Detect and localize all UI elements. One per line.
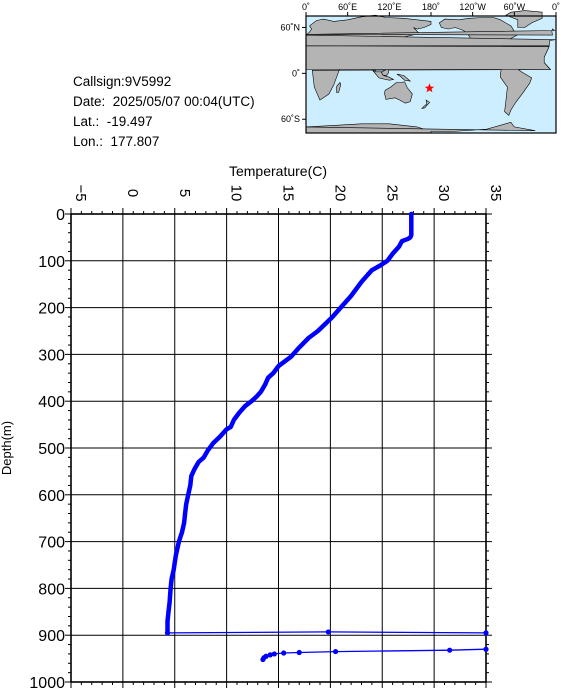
x-tick-label: 20: [331, 185, 348, 202]
land-mass: [396, 73, 412, 82]
series-point: [483, 646, 489, 652]
map-lon-label: 0˚: [302, 2, 310, 12]
series-point: [325, 629, 331, 635]
series-point: [260, 656, 266, 663]
series-point: [296, 649, 302, 656]
series-point: [332, 648, 339, 655]
y-tick-label: 300: [38, 347, 65, 364]
map-lon-label: 180˚: [422, 2, 440, 12]
series-point: [281, 650, 287, 656]
series-point: [447, 647, 453, 653]
y-tick-label: 500: [38, 441, 65, 458]
series-point: [483, 630, 489, 636]
info-callsign: Callsign:9V5992: [73, 74, 172, 89]
x-tick-label: 0: [124, 189, 141, 197]
map-lon-label: 0˚: [552, 2, 560, 12]
land-mass: [384, 81, 413, 104]
land-mass: [421, 99, 431, 110]
series-line-2: [262, 648, 487, 661]
y-axis-label: Depth(m): [0, 421, 14, 475]
x-tick-label: 25: [383, 185, 400, 202]
map-lon-label: 120˚E: [377, 2, 401, 12]
x-tick-labels: −5 0 5 10 15 20 25 30 35: [72, 184, 504, 201]
land-mass: [306, 28, 556, 36]
x-tick-label: 5: [176, 189, 193, 197]
plot-frame: [70, 213, 487, 683]
land-mass: [505, 10, 543, 28]
y-tick-label: 700: [38, 535, 65, 552]
y-tick-label: 900: [38, 628, 65, 645]
x-tick-label: 10: [228, 185, 245, 202]
land-mass: [336, 81, 342, 93]
y-tick-label: 0: [56, 207, 65, 224]
y-tick-label: 600: [38, 488, 65, 505]
series-point: [164, 630, 171, 636]
x-axis-label: Temperature(C): [229, 163, 327, 179]
map-longitude-ticks: 0˚ 60˚E 120˚E 180˚ 120˚W 60˚W 0˚: [302, 2, 560, 16]
x-tick-label: 30: [435, 185, 452, 202]
plot-grid: [70, 213, 487, 683]
y-tick-label: 100: [38, 254, 65, 271]
y-tick-label: 400: [38, 394, 65, 411]
series-point: [271, 651, 277, 657]
star-icon: [424, 83, 435, 93]
x-tick-label: −5: [72, 184, 89, 201]
series-point: [267, 652, 273, 658]
land-mass: [305, 45, 552, 70]
map-lat-label: 60˚N: [280, 22, 300, 32]
y-tick-label: 200: [38, 301, 65, 318]
map-lat-label: 60˚S: [281, 114, 300, 124]
station-marker: [424, 83, 435, 93]
map-lon-label: 120˚W: [459, 2, 486, 12]
y-tick-label: 1000: [29, 675, 65, 690]
map-lon-label: 60˚E: [338, 2, 357, 12]
info-date: Date: 2025/05/07 00:04(UTC): [73, 94, 255, 109]
x-tick-label: 35: [487, 185, 504, 202]
map-lon-label: 60˚W: [504, 2, 526, 12]
map-lat-label: 0˚: [292, 68, 300, 78]
map-latitude-ticks: 60˚N 0˚ 60˚S: [280, 22, 306, 124]
y-tick-labels: 0 100 200 300 400 500 600 700 800 900 1000: [29, 207, 65, 690]
series-line-0: [165, 211, 414, 636]
map-land: [305, 10, 556, 134]
info-longitude: Lon.: 177.807: [73, 134, 160, 149]
temperature-profile-plot: −5 0 5 10 15 20 25 30 35 0 100 200 300 400 500 600 700 8…: [0, 163, 504, 690]
y-tick-label: 800: [38, 581, 65, 598]
x-tick-label: 15: [280, 185, 297, 202]
info-latitude: Lat.: -19.497: [73, 114, 153, 129]
world-map: 0˚ 60˚E 120˚E 180˚ 120˚W 60˚W 0˚ 60˚N0˚60˚S: [280, 2, 560, 134]
profile-series: [164, 211, 489, 663]
